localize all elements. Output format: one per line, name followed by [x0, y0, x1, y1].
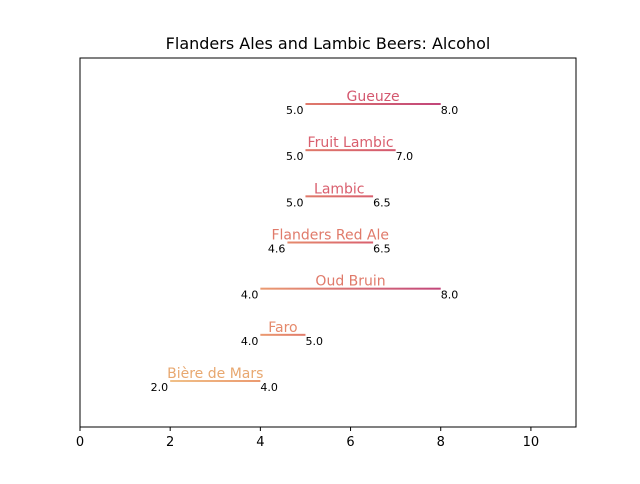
x-tick-label: 6 [346, 435, 354, 450]
series-name-label: Oud Bruin [315, 274, 385, 290]
low-value-label: 5.0 [286, 104, 304, 117]
high-value-label: 8.0 [441, 104, 459, 117]
range-bar [260, 333, 306, 336]
range-series: Lambic 5.0 6.5 [286, 181, 391, 209]
high-value-label: 5.0 [305, 335, 323, 348]
range-bar [287, 241, 374, 244]
x-tick-label: 0 [76, 435, 84, 450]
series-name-label: Gueuze [347, 89, 400, 105]
x-tick-label: 8 [437, 435, 445, 450]
range-series: Fruit Lambic 5.0 7.0 [286, 135, 413, 163]
x-tick-label: 10 [523, 435, 540, 450]
series-name-label: Faro [268, 320, 297, 336]
plot-area-frame [79, 57, 577, 428]
low-value-label: 4.0 [241, 289, 259, 302]
range-series: Oud Bruin 4.0 8.0 [241, 274, 458, 302]
range-bar [305, 103, 441, 105]
chart-title: Flanders Ales and Lambic Beers: Alcohol [166, 34, 491, 53]
high-value-label: 7.0 [396, 150, 414, 163]
high-value-label: 8.0 [441, 289, 459, 302]
range-bar [260, 287, 441, 290]
range-bar [305, 195, 374, 198]
series-layer: Gueuze 5.0 8.0 Fruit Lambic 5.0 7.0 Lambic 5.0 6… [151, 89, 459, 394]
series-name-label: Flanders Red Ale [271, 228, 389, 244]
range-series: Faro 4.0 5.0 [241, 320, 323, 348]
high-value-label: 6.5 [373, 196, 391, 209]
high-value-label: 4.0 [260, 381, 278, 394]
range-bar [170, 380, 261, 382]
high-value-label: 6.5 [373, 243, 391, 256]
low-value-label: 5.0 [286, 150, 304, 163]
series-name-label: Bière de Mars [167, 366, 263, 382]
series-name-label: Fruit Lambic [308, 135, 394, 151]
x-axis: 0 2 4 6 8 10 [76, 427, 539, 450]
range-bar [305, 149, 396, 152]
low-value-label: 5.0 [286, 196, 304, 209]
low-value-label: 4.0 [241, 335, 259, 348]
low-value-label: 2.0 [151, 381, 169, 394]
range-series: Gueuze 5.0 8.0 [286, 89, 458, 117]
x-tick-label: 2 [166, 435, 174, 450]
series-name-label: Lambic [314, 181, 365, 197]
x-tick-label: 4 [256, 435, 264, 450]
low-value-label: 4.6 [268, 243, 286, 256]
